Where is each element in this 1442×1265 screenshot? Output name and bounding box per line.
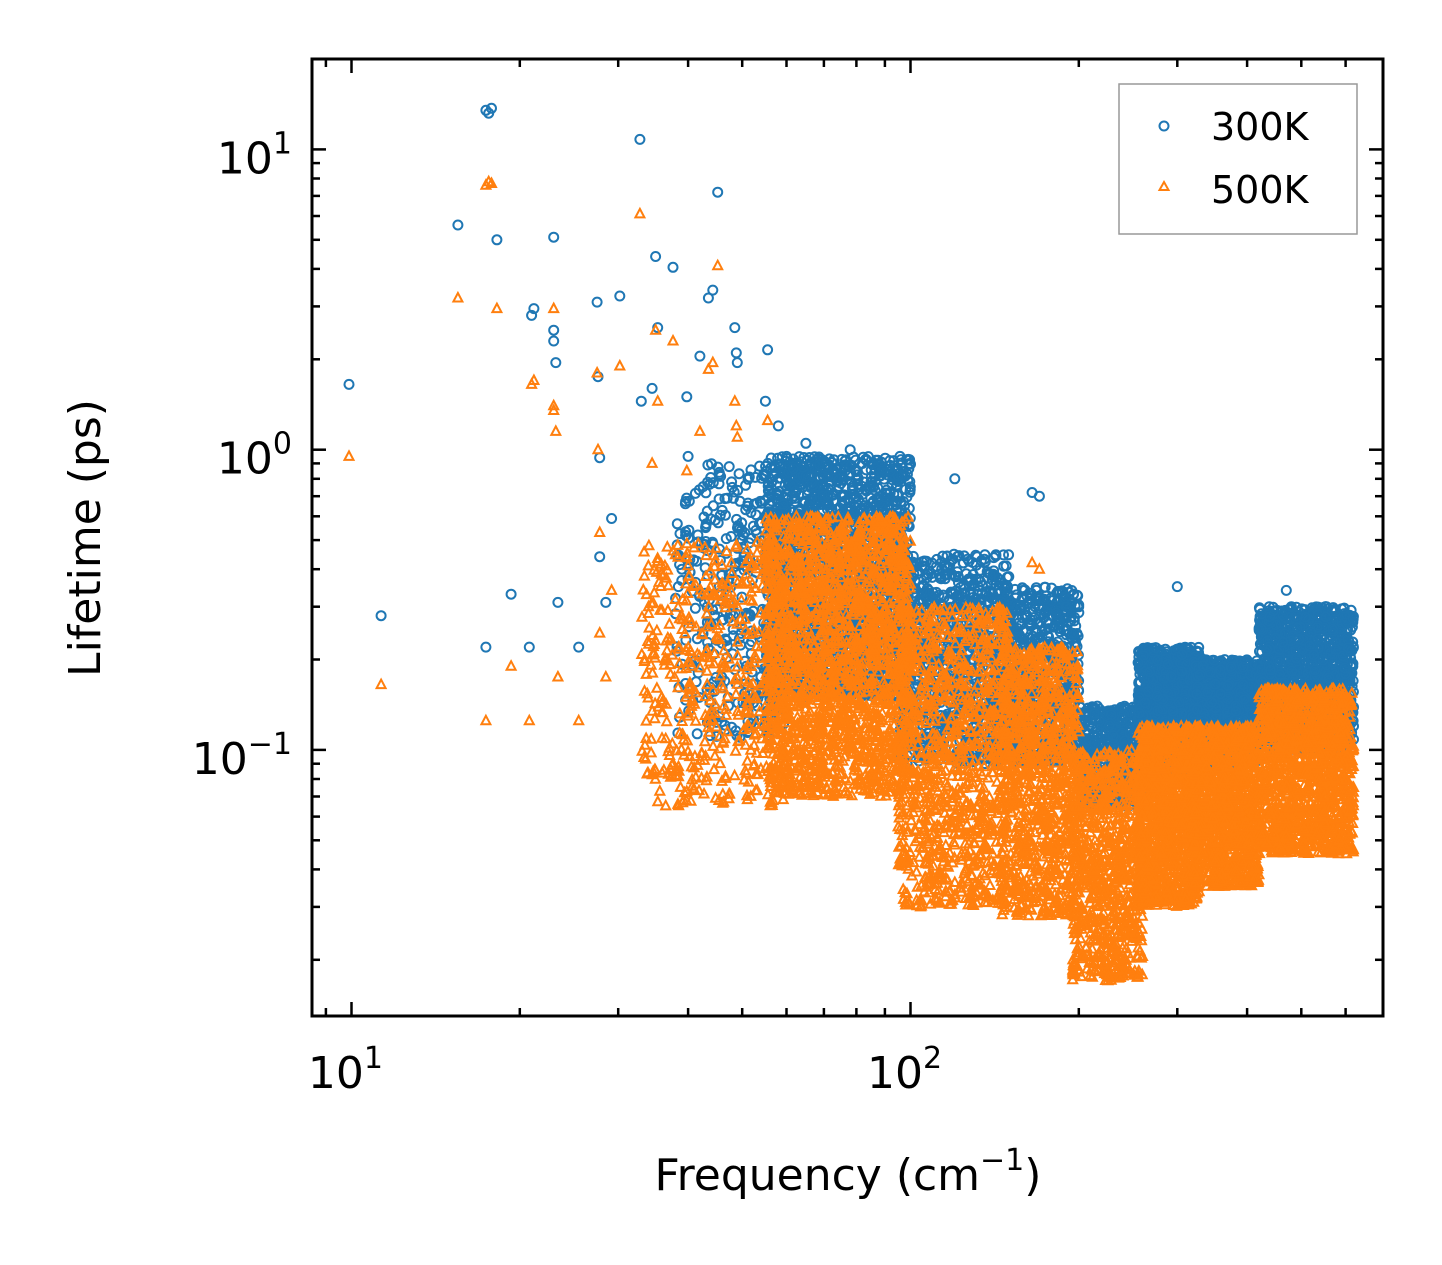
data-point-300K-c1-1589 xyxy=(784,478,796,490)
data-point-300K-c0-278 xyxy=(714,543,725,555)
data-point-300K-c1-1433 xyxy=(824,502,836,514)
data-point-300K-c1-1422 xyxy=(781,489,793,501)
data-point-300K-c1-1580 xyxy=(801,489,813,500)
data-point-300K-c1-1667 xyxy=(833,480,845,492)
data-point-300K-c1-1699 xyxy=(790,485,802,497)
data-point-300K-c0-277 xyxy=(726,476,738,488)
data-point-300K-c0-267 xyxy=(732,520,744,532)
data-point-300K-c1-1089 xyxy=(764,473,776,485)
data-point-300K-c1-1624 xyxy=(838,473,850,485)
data-point-300K-c0-125 xyxy=(736,591,748,603)
data-point-300K-c0-61 xyxy=(726,481,738,493)
data-point-300K-c1-1663 xyxy=(851,469,863,481)
data-point-300K-c0-150 xyxy=(689,487,701,499)
data-point-300K-c1-1671 xyxy=(868,457,880,469)
data-point-300K-c1-1665 xyxy=(775,458,787,470)
data-point-300K-c1-1511 xyxy=(827,488,839,500)
data-point-300K-c0-258 xyxy=(742,500,754,512)
data-point-300K-c1-1639 xyxy=(815,499,827,510)
data-point-300K-c0-251 xyxy=(705,513,717,525)
data-point-300K-c0-5 xyxy=(674,528,686,540)
data-point-300K-c0-283 xyxy=(723,461,735,473)
data-point-300K-c1-1320 xyxy=(828,454,840,466)
data-point-300K-c0-255 xyxy=(704,478,716,490)
data-point-300K-c1-1607 xyxy=(772,507,783,519)
data-point-300K-c1-1251 xyxy=(890,496,902,508)
data-point-300K-c1-1479 xyxy=(841,460,853,472)
data-point-300K-c0-353 xyxy=(706,458,717,470)
data-point-300K-c1-1312 xyxy=(878,473,890,485)
data-point-300K-c0-186 xyxy=(710,671,722,683)
data-point-300K-c0-327 xyxy=(680,496,692,507)
data-point-300K-c0-336 xyxy=(719,493,731,505)
data-point-300K-c0-134 xyxy=(700,487,712,499)
data-point-300K-c1-1654 xyxy=(894,450,906,462)
data-point-300K-c1-1324 xyxy=(904,484,916,496)
data-point-300K-c0-294 xyxy=(748,498,760,510)
data-point-300K-c0-325 xyxy=(702,476,714,488)
data-point-300K-c1-1545 xyxy=(845,460,857,472)
data-point-300K-c0-268 xyxy=(714,509,726,521)
data-point-300K-c0-250 xyxy=(745,464,757,476)
data-point-300K-c0-107 xyxy=(713,466,725,478)
data-point-300K-c1-1678 xyxy=(860,502,872,514)
data-point-300K-c0-309 xyxy=(743,471,755,483)
data-point-300K-c0-295 xyxy=(683,495,695,507)
data-point-300K-c1-1512 xyxy=(903,463,915,475)
data-point-300K-c1-1554 xyxy=(858,500,870,512)
data-point-300K-c0-142 xyxy=(707,500,719,512)
data-point-300K-c1-771 xyxy=(857,451,869,463)
data-point-300K-c1-1097 xyxy=(846,482,858,494)
data-point-300K-c1-1672 xyxy=(765,488,777,500)
data-point-300K-c0-148 xyxy=(689,602,701,614)
data-point-300K-c1-1564 xyxy=(821,496,833,508)
data-point-300K-c0-351 xyxy=(737,530,749,541)
data-point-300K-c1-1534 xyxy=(804,500,815,512)
data-point-300K-c1-1493 xyxy=(832,475,844,486)
data-point-300K-c0-214 xyxy=(732,484,744,496)
data-point-300K-c0-342 xyxy=(750,524,762,536)
data-point-300K-c1-1375 xyxy=(898,496,909,507)
data-point-300K-c1-1642 xyxy=(787,478,799,490)
data-point-300K-c1-1692 xyxy=(875,456,887,468)
data-point-300K-c0-345 xyxy=(683,524,695,536)
data-point-300K-c1-1483 xyxy=(787,463,799,475)
data-point-300K-c0-17 xyxy=(733,468,745,480)
data-point-300K-c0-197 xyxy=(716,504,728,516)
data-point-300K-c0-18 xyxy=(671,518,683,530)
data-point-300K-c0-188 xyxy=(691,728,703,740)
data-point-300K-c0-312 xyxy=(729,607,741,619)
data-point-300K-c0-322 xyxy=(698,511,710,523)
data-point-300K-c1-1660 xyxy=(869,471,880,483)
